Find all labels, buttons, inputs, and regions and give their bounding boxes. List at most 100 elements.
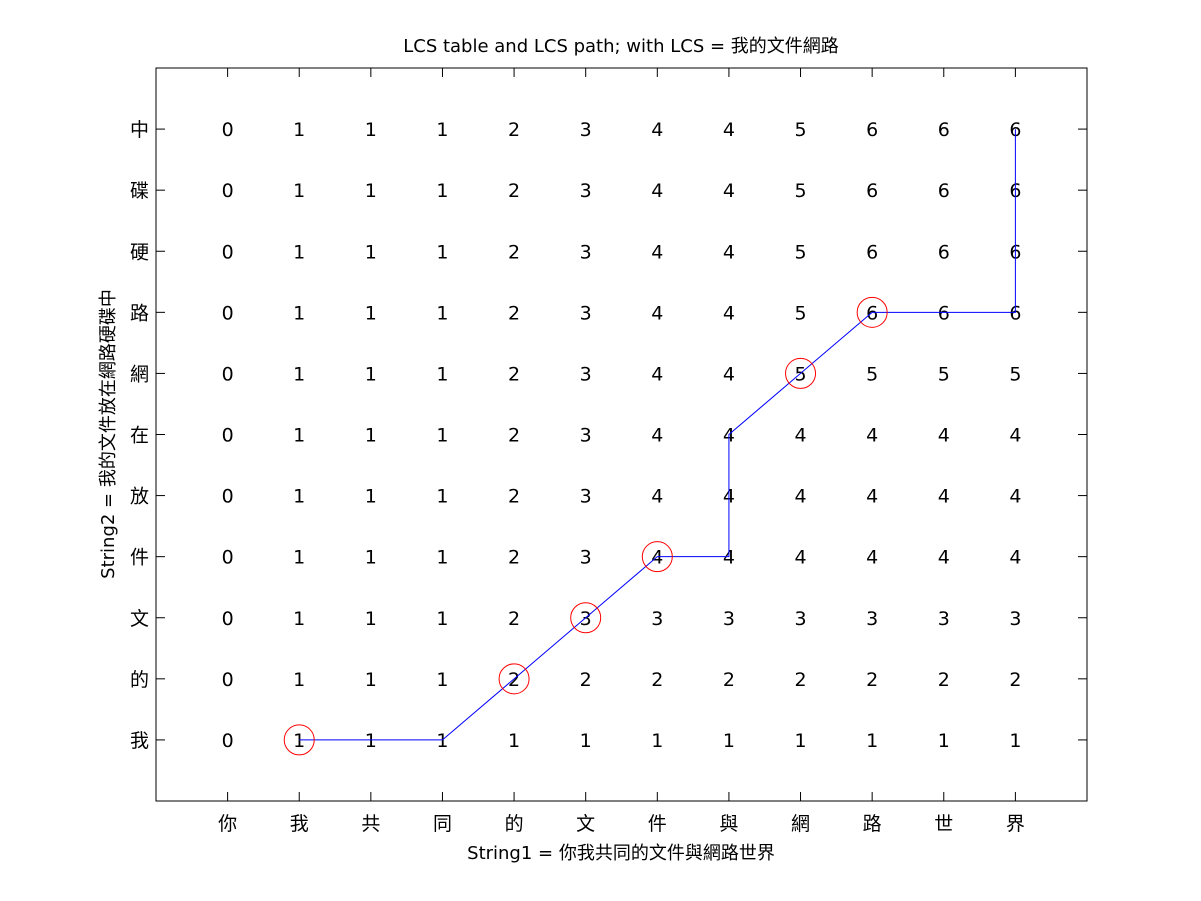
x-tick-label: 路 [863,813,882,835]
table-cell: 1 [293,669,305,691]
match-circle [283,724,315,756]
table-cell: 1 [365,547,377,569]
table-cell: 1 [436,241,448,263]
table-cells: 0 1 1 1 1 1 1 1 1 1 1 1 0 1 1 1 2 2 2 2 2 2 2 2 0 1 1 1 2 3 3 3 3 3 3 3 0 1 1 1… [222,119,1022,752]
table-cell: 3 [723,608,735,630]
table-cell: 1 [293,425,305,447]
table-cell: 4 [866,425,878,447]
table-cell: 2 [794,669,806,691]
table-cell: 1 [293,547,305,569]
table-cell: 1 [293,180,305,202]
table-cell: 3 [580,608,592,630]
table-cell: 5 [1009,363,1021,385]
y-axis-label: String2 = 我的文件放在網路硬碟中 [98,289,119,579]
table-cell: 4 [723,363,735,385]
table-cell: 5 [794,302,806,324]
table-cell: 1 [293,302,305,324]
table-cell: 1 [866,730,878,752]
table-cell: 3 [651,608,663,630]
table-cell: 6 [866,119,878,141]
table-cell: 6 [938,180,950,202]
table-cell: 1 [293,363,305,385]
x-tick-label: 件 [648,813,667,835]
y-tick-label: 硬 [130,241,149,263]
table-cell: 5 [794,241,806,263]
table-cell: 2 [508,363,520,385]
match-circles [283,296,888,756]
table-cell: 1 [508,730,520,752]
table-cell: 4 [938,425,950,447]
table-cell: 4 [723,302,735,324]
table-cell: 4 [651,180,663,202]
table-cell: 4 [651,363,663,385]
table-cell: 4 [866,486,878,508]
table-cell: 1 [365,119,377,141]
y-tick-label: 我 [130,730,149,752]
table-cell: 5 [794,180,806,202]
table-cell: 4 [651,302,663,324]
x-tick-label: 同 [433,813,452,835]
x-tick-label: 與 [719,813,738,835]
table-cell: 4 [651,119,663,141]
table-cell: 3 [580,547,592,569]
table-cell: 2 [508,669,520,691]
table-cell: 3 [580,425,592,447]
table-cell: 2 [508,241,520,263]
table-cell: 1 [293,608,305,630]
table-cell: 1 [365,730,377,752]
table-cell: 6 [938,241,950,263]
y-tick-label: 網 [130,363,149,385]
table-cell: 2 [938,669,950,691]
table-cell: 2 [508,608,520,630]
table-cell: 6 [938,302,950,324]
y-tick-label: 在 [130,425,149,447]
table-cell: 2 [580,669,592,691]
table-cell: 1 [651,730,663,752]
table-cell: 2 [651,669,663,691]
table-cell: 2 [508,180,520,202]
table-cell: 0 [222,669,234,691]
table-cell: 1 [293,730,305,752]
table-cell: 3 [580,180,592,202]
table-cell: 6 [866,241,878,263]
table-cell: 4 [651,547,663,569]
table-cell: 1 [365,302,377,324]
table-cell: 5 [866,363,878,385]
table-cell: 1 [436,363,448,385]
table-cell: 2 [508,547,520,569]
table-cell: 1 [794,730,806,752]
table-cell: 5 [794,119,806,141]
table-cell: 6 [866,180,878,202]
table-cell: 2 [723,669,735,691]
table-cell: 1 [1009,730,1021,752]
table-cell: 4 [651,241,663,263]
table-cell: 2 [508,425,520,447]
table-cell: 1 [365,425,377,447]
y-tick-label: 文 [130,608,149,630]
x-tick-label: 界 [1006,813,1025,835]
x-tick-label: 網 [791,813,810,835]
x-tick-label: 共 [361,813,380,835]
x-axis-label: String1 = 你我共同的文件與網路世界 [467,843,775,864]
table-cell: 0 [222,547,234,569]
table-cell: 1 [365,486,377,508]
table-cell: 4 [938,547,950,569]
table-cell: 1 [436,669,448,691]
table-cell: 2 [1009,669,1021,691]
table-cell: 0 [222,486,234,508]
table-cell: 6 [866,302,878,324]
x-tick-label: 你 [218,813,237,835]
table-cell: 1 [293,486,305,508]
table-cell: 1 [436,486,448,508]
chart-title: LCS table and LCS path; with LCS = 我的文件網… [403,36,839,57]
table-cell: 3 [580,119,592,141]
table-cell: 1 [365,241,377,263]
table-cell: 2 [508,486,520,508]
x-tick-label: 文 [576,813,595,835]
table-cell: 4 [938,486,950,508]
lcs-path [299,129,1016,741]
table-cell: 3 [866,608,878,630]
table-cell: 4 [794,547,806,569]
y-tick-label: 碟 [130,180,149,202]
